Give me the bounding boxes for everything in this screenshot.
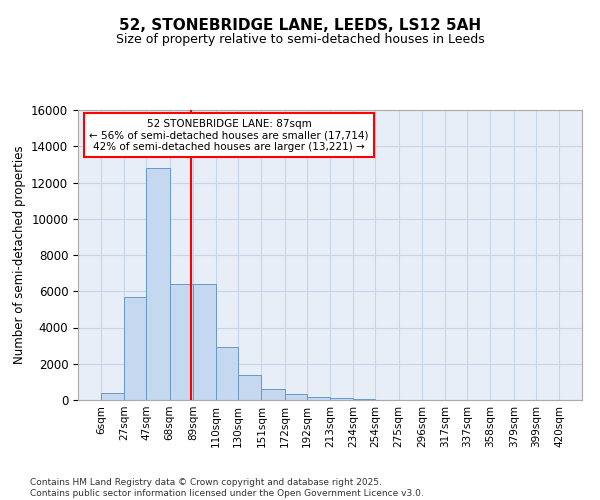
Bar (216, 348, 238, 400)
Text: Contains HM Land Registry data © Crown copyright and database right 2025.
Contai: Contains HM Land Registry data © Crown c… (30, 478, 424, 498)
Bar (330, 398, 353, 400)
Bar (307, 398, 330, 400)
Y-axis label: Number of semi-detached properties: Number of semi-detached properties (13, 146, 26, 364)
Text: Size of property relative to semi-detached houses in Leeds: Size of property relative to semi-detach… (116, 32, 484, 46)
Bar (238, 374, 262, 400)
Bar (124, 296, 146, 400)
Bar (170, 284, 193, 400)
Bar (146, 168, 170, 400)
Text: 52 STONEBRIDGE LANE: 87sqm
← 56% of semi-detached houses are smaller (17,714)
42: 52 STONEBRIDGE LANE: 87sqm ← 56% of semi… (89, 118, 369, 152)
Text: 52, STONEBRIDGE LANE, LEEDS, LS12 5AH: 52, STONEBRIDGE LANE, LEEDS, LS12 5AH (119, 18, 481, 32)
Bar (193, 284, 216, 400)
Bar (101, 393, 124, 400)
Bar (353, 399, 376, 400)
Bar (284, 394, 307, 400)
Bar (262, 389, 284, 400)
